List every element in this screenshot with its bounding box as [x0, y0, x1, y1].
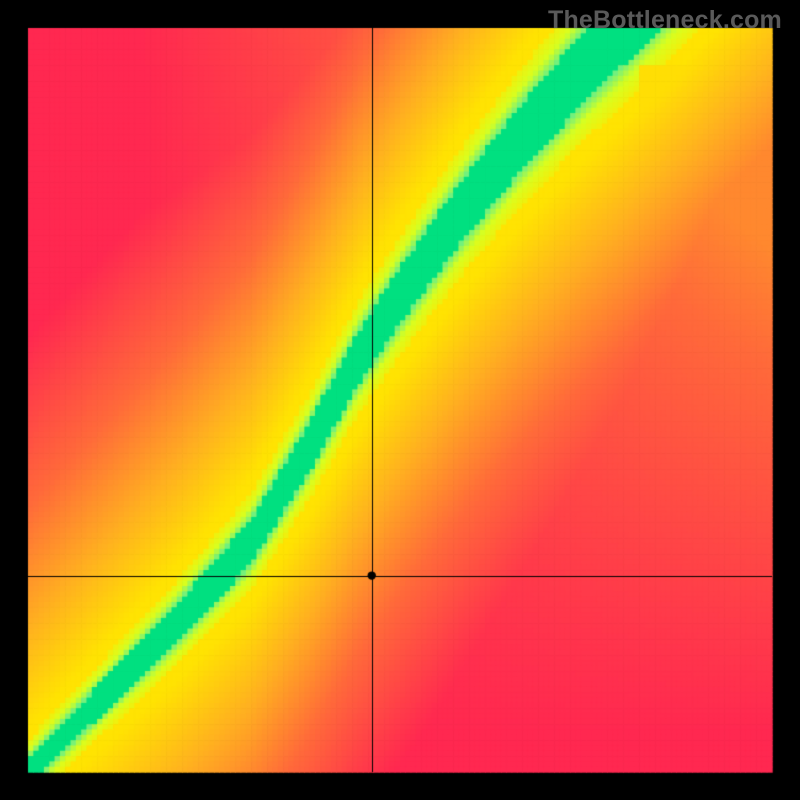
heatmap-canvas — [0, 0, 800, 800]
watermark-text: TheBottleneck.com — [548, 6, 782, 35]
chart-container: TheBottleneck.com — [0, 0, 800, 800]
